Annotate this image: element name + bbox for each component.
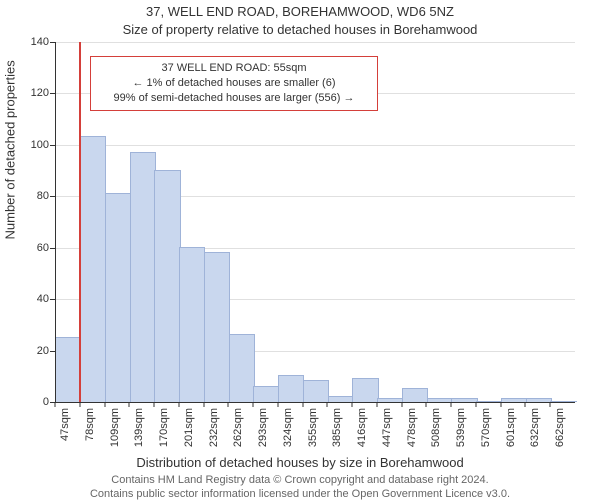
histogram-bar [204, 252, 230, 402]
attribution-line-1: Contains HM Land Registry data © Crown c… [0, 474, 600, 486]
x-tick-label: 632sqm [529, 408, 541, 447]
attribution-line-2: Contains public sector information licen… [0, 488, 600, 500]
subject-marker-line [79, 42, 81, 402]
x-tick-label: 262sqm [232, 408, 244, 447]
chart-container: 37, WELL END ROAD, BOREHAMWOOD, WD6 5NZ … [0, 0, 600, 500]
x-axis-line [55, 402, 575, 403]
histogram-bar [303, 380, 329, 402]
x-tick-label: 47sqm [59, 408, 71, 441]
histogram-bar [55, 337, 81, 402]
info-box: 37 WELL END ROAD: 55sqm ← 1% of detached… [90, 56, 378, 111]
histogram-bar [179, 247, 205, 402]
histogram-bar [105, 193, 131, 402]
x-tick-label: 508sqm [430, 408, 442, 447]
x-tick-label: 139sqm [133, 408, 145, 447]
x-tick-label: 478sqm [406, 408, 418, 447]
histogram-bar [278, 375, 304, 402]
x-tick-label: 385sqm [331, 408, 343, 447]
x-tick-label: 416sqm [356, 408, 368, 447]
y-axis-line [55, 42, 56, 402]
histogram-bar [154, 170, 180, 402]
gridline [55, 42, 575, 43]
y-tick-label: 100 [31, 139, 55, 151]
x-tick-label: 324sqm [282, 408, 294, 447]
x-tick-label: 201sqm [183, 408, 195, 447]
x-tick-label: 109sqm [109, 408, 121, 447]
x-tick-label: 232sqm [208, 408, 220, 447]
x-tick-label: 293sqm [257, 408, 269, 447]
histogram-bar [130, 152, 156, 402]
x-tick-label: 570sqm [480, 408, 492, 447]
x-tick-label: 662sqm [554, 408, 566, 447]
y-tick-label: 0 [43, 396, 55, 408]
histogram-bar [229, 334, 255, 402]
info-line-1: 37 WELL END ROAD: 55sqm [99, 61, 369, 76]
y-axis-label: Number of detached properties [3, 220, 18, 240]
histogram-bar [352, 378, 378, 402]
x-tick-label: 355sqm [307, 408, 319, 447]
chart-title: 37, WELL END ROAD, BOREHAMWOOD, WD6 5NZ [0, 4, 600, 19]
info-line-2: ← 1% of detached houses are smaller (6) [99, 76, 369, 91]
x-tick-label: 170sqm [158, 408, 170, 447]
histogram-bar [80, 136, 106, 402]
x-tick-label: 601sqm [505, 408, 517, 447]
y-tick-label: 20 [37, 345, 55, 357]
y-tick-label: 60 [37, 242, 55, 254]
y-tick-label: 140 [31, 36, 55, 48]
y-tick-label: 120 [31, 87, 55, 99]
y-axis-label-wrap: Number of detached properties [0, 222, 20, 237]
histogram-bar [253, 386, 279, 402]
histogram-bar [402, 388, 428, 402]
info-line-3: 99% of semi-detached houses are larger (… [99, 91, 369, 106]
x-tick-label: 78sqm [84, 408, 96, 441]
x-tick-label: 447sqm [381, 408, 393, 447]
x-axis-label: Distribution of detached houses by size … [0, 455, 600, 470]
x-tick-label: 539sqm [455, 408, 467, 447]
y-tick-label: 80 [37, 190, 55, 202]
chart-subtitle: Size of property relative to detached ho… [0, 22, 600, 37]
gridline [55, 145, 575, 146]
y-tick-label: 40 [37, 293, 55, 305]
